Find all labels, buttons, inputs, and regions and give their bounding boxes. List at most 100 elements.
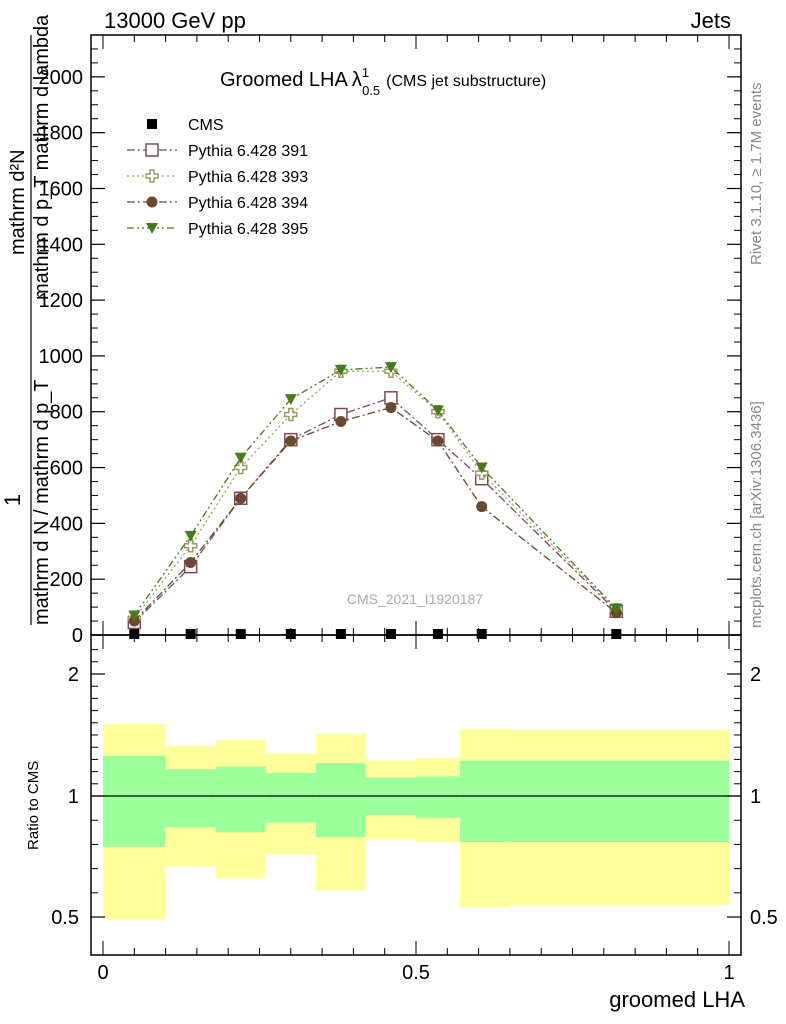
series-pythia-3 bbox=[128, 402, 622, 627]
marker-cross-open bbox=[284, 407, 298, 422]
ratio-y-tick-label-right: 1 bbox=[750, 786, 761, 808]
header-right: Jets bbox=[691, 8, 731, 33]
chart-title-sub: 0.5 bbox=[362, 83, 380, 98]
marker-triangle-down bbox=[146, 223, 158, 234]
mcplots-label: mcplots.cern.ch [arXiv:1306.3436] bbox=[748, 401, 765, 628]
ratio-y-tick-label-right: 0.5 bbox=[750, 907, 778, 929]
y-tick-label: 800 bbox=[50, 402, 83, 424]
ratio-band-inner bbox=[416, 776, 460, 818]
marker-square-filled bbox=[185, 629, 196, 639]
ratio-y-ticks: 0.5 0.5 1 1 2 2 bbox=[51, 649, 778, 929]
series-pythia-4 bbox=[128, 362, 623, 622]
marker-triangle-down bbox=[431, 405, 444, 417]
ratio-bands bbox=[103, 724, 729, 920]
y-tick-label: 1800 bbox=[39, 123, 84, 145]
marker-circle-filled bbox=[235, 492, 247, 504]
ylabel-dN-dpT: mathrm d N / mathrm d p_T bbox=[31, 379, 53, 625]
analysis-watermark: CMS_2021_I1920187 bbox=[347, 591, 483, 607]
marker-square-filled bbox=[147, 119, 157, 129]
x-tick-label: 1 bbox=[723, 962, 734, 984]
ratio-band-inner bbox=[265, 772, 316, 823]
legend-entry: Pythia 6.428 391 bbox=[127, 143, 308, 160]
marker-circle-filled bbox=[185, 556, 197, 568]
header-left: 13000 GeV pp bbox=[104, 8, 246, 33]
series-line bbox=[133, 366, 617, 616]
marker-circle-filled bbox=[335, 416, 347, 428]
marker-triangle-down bbox=[234, 452, 247, 464]
ylabel-dpT-dlambda: mathrm d p_T mathrm d lambda bbox=[31, 14, 53, 300]
ratio-y-tick-label: 1 bbox=[68, 786, 79, 808]
y-tick-label: 2000 bbox=[39, 67, 84, 89]
marker-triangle-down bbox=[128, 610, 141, 622]
y-tick-label: 1400 bbox=[39, 234, 84, 256]
legend-label: Pythia 6.428 395 bbox=[188, 221, 308, 238]
ratio-band-inner bbox=[103, 755, 166, 847]
series-line bbox=[133, 370, 617, 619]
marker-square-filled bbox=[476, 629, 487, 639]
legend-label: CMS bbox=[188, 117, 224, 134]
legend-entry: Pythia 6.428 395 bbox=[127, 221, 308, 238]
marker-triangle-down bbox=[610, 603, 623, 615]
chart-title-suffix: (CMS jet substructure) bbox=[386, 73, 546, 90]
ratio-y-axis-label: Ratio to CMS bbox=[25, 761, 42, 850]
marker-square-filled bbox=[129, 629, 140, 639]
chart-title-sup: 1 bbox=[362, 65, 369, 80]
marker-cross-open bbox=[183, 538, 198, 553]
ratio-band-inner bbox=[165, 769, 216, 828]
y-tick-label: 1000 bbox=[39, 346, 84, 368]
marker-cross-open bbox=[145, 169, 159, 183]
ratio-band-inner bbox=[459, 760, 510, 842]
marker-triangle-down bbox=[184, 530, 197, 542]
legend-entry: Pythia 6.428 393 bbox=[127, 169, 308, 186]
marker-square-open bbox=[384, 391, 398, 405]
ratio-band-inner bbox=[509, 760, 729, 842]
y-tick-label: 200 bbox=[50, 569, 83, 591]
main-x-ticks bbox=[102, 35, 730, 635]
chart-title-main: Groomed LHA bbox=[220, 69, 348, 91]
marker-circle-filled bbox=[285, 435, 297, 447]
x-axis-label: groomed LHA bbox=[609, 987, 745, 1012]
marker-circle-filled bbox=[476, 501, 488, 513]
y-tick-label: 400 bbox=[50, 513, 83, 535]
series-cms bbox=[129, 629, 622, 639]
marker-square-filled bbox=[385, 629, 396, 639]
legend-entry: CMS bbox=[147, 117, 224, 134]
marker-triangle-down bbox=[384, 362, 397, 374]
series-line bbox=[133, 397, 617, 623]
ylabel-d2N: mathrm d²N bbox=[7, 149, 29, 255]
main-y-ticks: 0 200 400 600 800 1000 1200 1400 1600 1800 2000 bbox=[39, 48, 741, 647]
series-line bbox=[133, 406, 617, 622]
marker-circle-filled bbox=[385, 402, 397, 414]
ratio-x-ticks: 0 0.5 1 bbox=[97, 635, 735, 984]
marker-square-filled bbox=[611, 629, 622, 639]
ratio-y-tick-label: 2 bbox=[68, 664, 79, 686]
ylabel-one: 1 bbox=[0, 494, 25, 506]
x-tick-label: 0 bbox=[97, 962, 108, 984]
ratio-y-tick-label-right: 2 bbox=[750, 664, 761, 686]
legend-entry: Pythia 6.428 394 bbox=[127, 195, 308, 212]
series-pythia-2 bbox=[127, 364, 624, 626]
y-tick-label: 1600 bbox=[39, 178, 84, 200]
marker-square-filled bbox=[285, 629, 296, 639]
marker-triangle-down bbox=[334, 364, 347, 376]
marker-circle-filled bbox=[432, 435, 444, 447]
legend-label: Pythia 6.428 393 bbox=[188, 169, 308, 186]
marker-circle-filled bbox=[146, 196, 158, 208]
main-y-axis-label: 1 mathrm d N / mathrm d p_T mathrm d²N m… bbox=[0, 14, 53, 625]
series-layer bbox=[127, 362, 624, 639]
legend-label: Pythia 6.428 394 bbox=[188, 195, 308, 212]
y-tick-label: 0 bbox=[72, 625, 83, 647]
ratio-y-tick-label: 0.5 bbox=[51, 907, 79, 929]
legend: CMS Pythia 6.428 391 Pythia 6.428 393 Pythi… bbox=[127, 117, 308, 238]
marker-square-filled bbox=[432, 629, 443, 639]
marker-square-filled bbox=[235, 629, 246, 639]
ratio-band-inner bbox=[315, 763, 366, 838]
legend-label: Pythia 6.428 391 bbox=[188, 143, 308, 160]
y-tick-label: 600 bbox=[50, 458, 83, 480]
ratio-band-inner bbox=[215, 766, 266, 833]
marker-triangle-down bbox=[284, 394, 297, 406]
y-tick-label: 1200 bbox=[39, 290, 84, 312]
chart-title-lambda: λ bbox=[352, 69, 362, 91]
marker-triangle-down bbox=[475, 462, 488, 474]
